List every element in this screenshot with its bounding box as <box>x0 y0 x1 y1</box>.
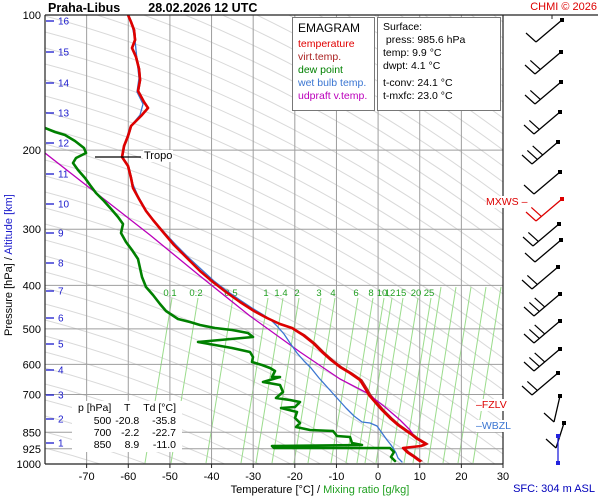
legend-entry-virt-temp-: virt.temp. <box>298 51 342 63</box>
svg-text:4: 4 <box>330 288 335 299</box>
svg-text:200: 200 <box>23 145 41 157</box>
surface-tmxfc: t-mxfc: 23.0 °C <box>383 90 453 102</box>
svg-text:100: 100 <box>23 10 41 22</box>
svg-text:3: 3 <box>316 288 321 299</box>
svg-text:1: 1 <box>58 439 64 450</box>
updraft-curve <box>45 152 417 440</box>
svg-text:8: 8 <box>368 288 373 299</box>
svg-text:0.2: 0.2 <box>189 288 202 299</box>
svg-text:0.1: 0.1 <box>163 288 176 299</box>
levels-table-header: Td [°C] <box>143 402 177 414</box>
svg-text:-40: -40 <box>204 471 220 483</box>
svg-text:5: 5 <box>58 340 64 351</box>
svg-text:9: 9 <box>58 229 64 240</box>
surface-pressure: press: 985.6 hPa <box>385 34 466 46</box>
svg-text:500: 500 <box>23 324 41 336</box>
svg-text:-20: -20 <box>287 471 303 483</box>
svg-text:850: 850 <box>23 427 41 439</box>
svg-text:16: 16 <box>58 17 70 28</box>
wetbulb-zero-label: –WBZL <box>476 420 512 432</box>
legend-entry-temperature: temperature <box>298 38 355 50</box>
levels-table-header: p [hPa] <box>78 402 112 414</box>
svg-text:7: 7 <box>58 287 64 298</box>
legend-entry-udpraft-v-temp-: udpraft v.temp. <box>298 90 368 102</box>
legend-entry-wet-bulb-temp-: wet bulb temp. <box>298 77 367 89</box>
svg-text:25: 25 <box>424 288 435 299</box>
tropopause-label: Tropo <box>143 150 174 162</box>
table-row: 500 -20.8 -35.8 <box>93 415 177 427</box>
surface-tconv: t-conv: 24.1 °C <box>383 77 453 89</box>
surface-info-box: Surface: press: 985.6 hPa temp: 9.9 °C d… <box>377 17 501 111</box>
dry-adiabats <box>45 15 503 464</box>
table-row: 850 8.9 -11.0 <box>93 439 177 451</box>
x-axis-title: Temperature [°C] / Mixing ratio [g/kg] <box>230 484 410 496</box>
svg-text:15: 15 <box>396 288 407 299</box>
levels-table-box: p [hPa] T Td [°C] 500 -20.8 -35.8 700 -2.2 -22.7… <box>72 401 183 452</box>
max-wind-label: MXWS – <box>486 196 528 208</box>
svg-text:30: 30 <box>497 471 509 483</box>
svg-text:10: 10 <box>414 471 426 483</box>
legend-box: EMAGRAM temperature virt.temp. dew point we… <box>292 17 375 111</box>
svg-text:-10: -10 <box>329 471 345 483</box>
svg-text:0: 0 <box>375 471 381 483</box>
svg-text:4: 4 <box>58 366 64 377</box>
svg-text:1000: 1000 <box>17 459 41 471</box>
legend-title: EMAGRAM <box>298 21 361 35</box>
y-axis-title: Pressure [hPa] / Altitude [km] <box>3 194 15 336</box>
svg-text:12: 12 <box>58 139 70 150</box>
copyright-notice: CHMI © 2026 <box>530 1 597 13</box>
svg-text:3: 3 <box>58 391 64 402</box>
svg-text:-60: -60 <box>120 471 136 483</box>
temperature-curve <box>120 15 428 463</box>
svg-text:-30: -30 <box>245 471 261 483</box>
svg-text:-50: -50 <box>162 471 178 483</box>
svg-text:13: 13 <box>58 109 70 120</box>
legend-entries: temperature virt.temp. dew point wet bulb t… <box>298 38 369 103</box>
svg-text:1: 1 <box>263 288 268 299</box>
table-row: 700 -2.2 -22.7 <box>93 427 177 439</box>
svg-text:20: 20 <box>455 471 467 483</box>
svg-text:6: 6 <box>353 288 358 299</box>
svg-text:925: 925 <box>23 444 41 456</box>
sounding-datetime: 28.02.2026 12 UTC <box>148 1 258 15</box>
svg-text:700: 700 <box>23 389 41 401</box>
levels-table-header: T <box>124 402 131 414</box>
svg-text:14: 14 <box>58 79 70 90</box>
svg-text:-70: -70 <box>79 471 95 483</box>
surface-elevation-label: SFC: 304 m ASL <box>513 483 595 495</box>
svg-text:300: 300 <box>23 224 41 236</box>
legend-entry-dew-point: dew point <box>298 64 343 76</box>
svg-text:400: 400 <box>23 280 41 292</box>
svg-text:12: 12 <box>385 288 396 299</box>
station-name: Praha-Libus <box>48 1 121 15</box>
svg-text:600: 600 <box>23 359 41 371</box>
svg-text:15: 15 <box>58 48 70 59</box>
dewpoint-curve <box>45 126 397 463</box>
plot-frame <box>44 14 598 465</box>
svg-text:10: 10 <box>58 200 70 211</box>
surface-title: Surface: <box>383 21 423 33</box>
svg-text:11: 11 <box>58 170 69 181</box>
altitude-ticks: 16 15 14 13 12 11 10 9 8 7 6 5 4 3 2 1 <box>46 17 70 450</box>
svg-text:8: 8 <box>58 259 64 270</box>
surface-dewpoint: dwpt: 4.1 °C <box>383 60 441 72</box>
svg-text:6: 6 <box>58 314 64 325</box>
page-title: Praha-Libus 28.02.2026 12 UTC <box>48 1 257 15</box>
wind-barbs <box>521 18 566 465</box>
svg-text:10: 10 <box>377 288 388 299</box>
svg-text:2: 2 <box>294 288 299 299</box>
svg-text:1.4: 1.4 <box>274 288 287 299</box>
levels-table: p [hPa] T Td [°C] 500 -20.8 -35.8 700 -2.2 -22.7… <box>76 402 178 451</box>
svg-text:2: 2 <box>58 415 64 426</box>
freezing-level-label: –FZLV <box>476 399 507 411</box>
surface-temperature: temp: 9.9 °C <box>383 47 442 59</box>
svg-text:20: 20 <box>411 288 422 299</box>
